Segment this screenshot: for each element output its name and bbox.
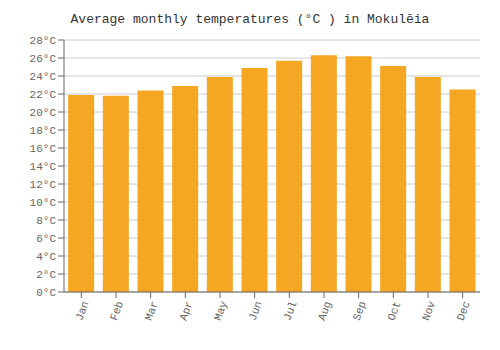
html-text:Average monthly temperatures (: Average monthly temperatures (°C ) in Mo… <box>70 12 430 27</box>
svg-text:24°C: 24°C <box>30 71 57 83</box>
svg-text:28°C: 28°C <box>30 35 57 47</box>
svg-text:2°C: 2°C <box>36 269 56 281</box>
svg-text:Mar: Mar <box>143 300 161 323</box>
svg-text:Jul: Jul <box>281 300 299 323</box>
svg-text:18°C: 18°C <box>30 125 57 137</box>
svg-text:Apr: Apr <box>177 300 195 323</box>
svg-text:0°C: 0°C <box>36 287 56 299</box>
svg-text:16°C: 16°C <box>30 143 57 155</box>
svg-text:12°C: 12°C <box>30 179 57 191</box>
svg-text:6°C: 6°C <box>36 233 56 245</box>
svg-text:Aug: Aug <box>316 300 334 323</box>
svg-text:26°C: 26°C <box>30 53 57 65</box>
svg-text:20°C: 20°C <box>30 107 57 119</box>
svg-text:10°C: 10°C <box>30 197 57 209</box>
svg-text:8°C: 8°C <box>36 215 56 227</box>
svg-text:4°C: 4°C <box>36 251 56 263</box>
svg-text:Jun: Jun <box>247 300 265 323</box>
svg-text:Nov: Nov <box>420 299 438 322</box>
svg-text:May: May <box>212 299 230 322</box>
svg-text:Feb: Feb <box>108 300 126 323</box>
svg-text:Oct: Oct <box>385 300 403 323</box>
svg-text:Dec: Dec <box>455 300 473 323</box>
svg-text:Jan: Jan <box>73 300 91 323</box>
svg-text:Sep: Sep <box>351 300 369 323</box>
svg-text:14°C: 14°C <box>30 161 57 173</box>
svg-text:22°C: 22°C <box>30 89 57 101</box>
